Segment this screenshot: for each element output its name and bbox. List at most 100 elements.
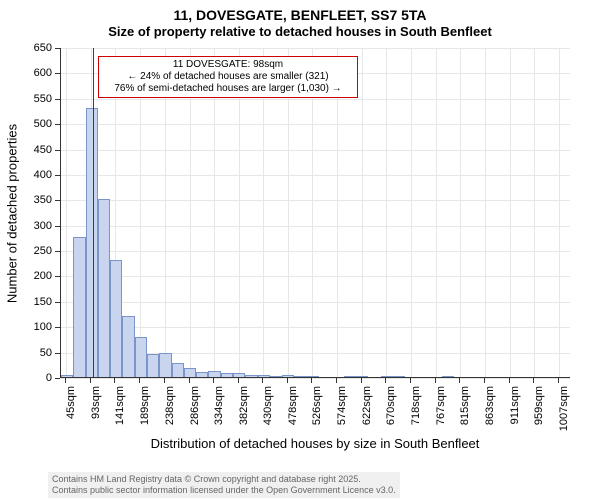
gridline-h [61, 175, 570, 176]
histogram-bar [393, 376, 405, 377]
xtick-mark [410, 378, 411, 383]
xtick-label: 670sqm [385, 386, 397, 436]
histogram-bar [172, 363, 184, 377]
xtick-label: 382sqm [238, 386, 250, 436]
xtick-label: 911sqm [509, 386, 521, 436]
ytick-label: 0 [0, 372, 52, 384]
ytick-mark [55, 353, 60, 354]
ytick-label: 550 [0, 93, 52, 105]
ytick-mark [55, 302, 60, 303]
subject-marker-line [93, 48, 94, 377]
y-axis-label: Number of detached properties [5, 104, 20, 324]
gridline-v [436, 48, 437, 377]
xtick-mark [90, 378, 91, 383]
ytick-mark [55, 124, 60, 125]
gridline-v [411, 48, 412, 377]
histogram-bar [307, 376, 319, 377]
annotation-line: ← 24% of detached houses are smaller (32… [103, 71, 353, 83]
histogram-bar [258, 375, 270, 377]
histogram-bar [98, 199, 110, 377]
ytick-label: 500 [0, 118, 52, 130]
xtick-mark [361, 378, 362, 383]
ytick-mark [55, 73, 60, 74]
xtick-mark [189, 378, 190, 383]
xtick-mark [139, 378, 140, 383]
xtick-label: 959sqm [533, 386, 545, 436]
ytick-label: 400 [0, 169, 52, 181]
chart-subtitle: Size of property relative to detached ho… [0, 24, 600, 40]
ytick-mark [55, 200, 60, 201]
gridline-h [61, 150, 570, 151]
xtick-mark [533, 378, 534, 383]
xtick-mark [336, 378, 337, 383]
ytick-label: 300 [0, 220, 52, 232]
gridline-h [61, 99, 570, 100]
xtick-mark [311, 378, 312, 383]
attribution-line: Contains public sector information licen… [52, 485, 396, 496]
xtick-label: 238sqm [164, 386, 176, 436]
ytick-label: 250 [0, 245, 52, 257]
histogram-bar [381, 376, 393, 377]
xtick-mark [262, 378, 263, 383]
gridline-v [386, 48, 387, 377]
gridline-h [61, 200, 570, 201]
histogram-bar [356, 376, 368, 377]
xtick-mark [435, 378, 436, 383]
xtick-mark [459, 378, 460, 383]
gridline-v [460, 48, 461, 377]
histogram-bar [344, 376, 356, 377]
annotation-line: 11 DOVESGATE: 98sqm [103, 59, 353, 71]
xtick-label: 45sqm [65, 386, 77, 436]
histogram-bar [221, 373, 233, 377]
ytick-mark [55, 48, 60, 49]
annotation-box: 11 DOVESGATE: 98sqm← 24% of detached hou… [98, 56, 358, 98]
gridline-v [534, 48, 535, 377]
histogram-bar [208, 371, 220, 377]
xtick-label: 815sqm [459, 386, 471, 436]
ytick-mark [55, 378, 60, 379]
xtick-label: 286sqm [189, 386, 201, 436]
histogram-bar [184, 368, 196, 377]
histogram-bar [147, 354, 159, 377]
xtick-label: 1007sqm [558, 386, 570, 436]
histogram-bar [86, 108, 98, 377]
ytick-label: 150 [0, 296, 52, 308]
ytick-mark [55, 150, 60, 151]
xtick-label: 430sqm [262, 386, 274, 436]
ytick-label: 350 [0, 194, 52, 206]
xtick-mark [385, 378, 386, 383]
xtick-mark [238, 378, 239, 383]
histogram-bar [73, 237, 85, 377]
gridline-h [61, 226, 570, 227]
histogram-bar [442, 376, 454, 377]
gridline-v [66, 48, 67, 377]
xtick-label: 718sqm [410, 386, 422, 436]
gridline-h [61, 327, 570, 328]
gridline-h [61, 251, 570, 252]
ytick-label: 450 [0, 144, 52, 156]
ytick-mark [55, 251, 60, 252]
ytick-label: 50 [0, 347, 52, 359]
gridline-v [510, 48, 511, 377]
histogram-bar [270, 376, 282, 377]
ytick-label: 200 [0, 270, 52, 282]
gridline-h [61, 276, 570, 277]
chart-title: 11, DOVESGATE, BENFLEET, SS7 5TA [0, 0, 600, 24]
histogram-bar [245, 375, 257, 377]
histogram-bar [122, 316, 134, 377]
gridline-h [61, 124, 570, 125]
histogram-bar [294, 376, 306, 377]
ytick-mark [55, 175, 60, 176]
gridline-h [61, 48, 570, 49]
ytick-mark [55, 276, 60, 277]
histogram-bar [110, 260, 122, 377]
ytick-label: 650 [0, 42, 52, 54]
gridline-v [362, 48, 363, 377]
xtick-label: 189sqm [139, 386, 151, 436]
xtick-mark [65, 378, 66, 383]
attribution-line: Contains HM Land Registry data © Crown c… [52, 474, 396, 485]
xtick-label: 863sqm [484, 386, 496, 436]
ytick-mark [55, 327, 60, 328]
ytick-mark [55, 226, 60, 227]
histogram-bar [196, 372, 208, 377]
